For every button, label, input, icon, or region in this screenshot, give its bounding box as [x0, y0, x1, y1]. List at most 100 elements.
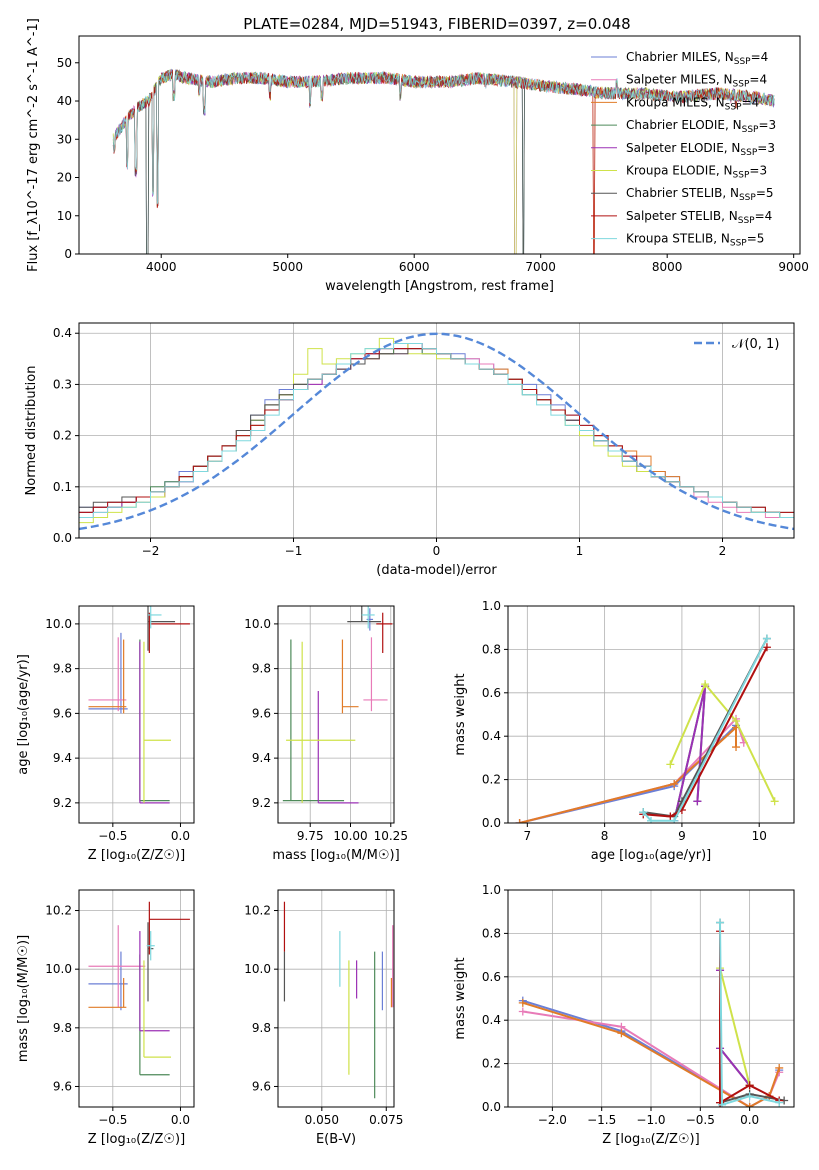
mass-vs-z-panel: −0.5 0.0 9.6 9.8 10.0 10.2 Z [log₁₀(Z/Z☉)] mass…: [16, 889, 195, 1147]
legend-entry: Salpeter ELODIE, NSSP=3: [626, 141, 775, 158]
normal-curve: [79, 332, 794, 531]
axes-border: [277, 605, 395, 824]
axes-frame: 7 8 9 10 0.0 0.2 0.4 0.6 0.8 1.0 age [log₁₀(age/yr…: [453, 599, 795, 863]
x-axis-label: E(B-V): [316, 1132, 356, 1147]
y-tick-label: 9.2: [252, 796, 271, 810]
x-tick-label: 0.0: [171, 1113, 190, 1127]
y-tick-label: 10.2: [244, 904, 271, 918]
x-axis-label: wavelength [Angstrom, rest frame]: [325, 279, 554, 294]
x-tick-label: 0.0: [740, 1113, 759, 1127]
y-tick-label: 0.0: [53, 531, 72, 545]
y-tick-label: 10.0: [244, 617, 271, 631]
x-axis-label: Z [log₁₀(Z/Z☉)]: [88, 848, 185, 863]
x-tick-label: 0.0: [171, 829, 190, 843]
legend-entry: Kroupa STELIB, NSSP=5: [626, 232, 764, 249]
x-tick-label: 2: [719, 544, 727, 558]
plot-area: [518, 918, 789, 1107]
plot-area: [88, 901, 190, 1076]
spectrum-line-chabrier-stelib: [112, 68, 775, 254]
mass-vs-ebv-panel: 0.050 0.075 9.6 9.8 10.0 10.2 E(B-V): [244, 889, 403, 1147]
weight-line-kroupa-stelib: [642, 638, 768, 822]
weight-line-kroupa-elodie: [719, 967, 751, 1086]
y-tick-label: 50: [57, 56, 72, 70]
weight-line-kroupa-stelib: [719, 922, 780, 1107]
x-tick-label: 9.75: [297, 829, 324, 843]
x-tick-label: −0.5: [98, 1113, 127, 1127]
legend-label: Kroupa STELIB, N: [626, 232, 730, 246]
y-tick-label: 0.0: [482, 816, 501, 830]
spectrum-line-kroupa-stelib: [112, 69, 775, 205]
legend-entry: Kroupa MILES, NSSP=4: [626, 95, 759, 112]
legend-value: =3: [758, 118, 776, 132]
y-tick-label: 0.2: [482, 773, 501, 787]
y-tick-label: 0.6: [482, 686, 501, 700]
legend-label: Salpeter MILES, N: [626, 73, 733, 87]
y-axis-label: Flux [f_λ10^-17 erg cm^-2 s^-1 A^-1]: [26, 18, 41, 272]
y-tick-label: 0: [64, 247, 72, 261]
axes-frame: 0.050 0.075 9.6 9.8 10.0 10.2 E(B-V): [244, 889, 403, 1147]
y-axis-label: Normed distribution: [24, 366, 39, 496]
x-axis-label: (data-model)/error: [376, 563, 497, 578]
y-tick-label: 30: [57, 132, 72, 146]
legend-value: =4: [751, 50, 769, 64]
x-tick-label: 8000: [652, 260, 683, 274]
y-tick-label: 1.0: [482, 599, 501, 613]
legend-entry: Chabrier STELIB, NSSP=5: [626, 186, 774, 203]
weight-line-salpeter-elodie: [673, 686, 707, 822]
x-tick-label: −2.0: [538, 1113, 567, 1127]
x-axis-label: Z [log₁₀(Z/Z☉)]: [88, 1132, 185, 1147]
plot-area: [282, 606, 393, 804]
mass-weight-vs-z-panel: −2.0 −1.5 −1.0 −0.5 0.0 0.0 0.2 0.4 0.6 0.8 1.0 Z […: [453, 883, 795, 1147]
y-tick-label: 10.0: [45, 617, 72, 631]
y-tick-label: 9.4: [252, 751, 271, 765]
x-tick-label: 6000: [399, 260, 430, 274]
data-point-marker: [732, 717, 741, 726]
x-tick-label: 9: [678, 829, 686, 843]
legend-value: =5: [747, 232, 765, 246]
y-tick-label: 0.4: [53, 326, 72, 340]
legend-value: =4: [749, 73, 767, 87]
weight-line-salpeter-miles: [519, 716, 745, 823]
data-point-marker: [745, 1103, 754, 1107]
data-point-marker: [518, 998, 527, 1007]
legend-value: =3: [757, 141, 775, 155]
y-tick-label: 9.4: [53, 751, 72, 765]
plot-area: [112, 68, 775, 254]
plot-area: [515, 634, 779, 823]
y-tick-label: 0.2: [53, 429, 72, 443]
x-tick-label: 9000: [778, 260, 809, 274]
x-axis-label: mass [log₁₀(M/M☉)]: [272, 848, 399, 863]
y-tick-label: 9.8: [53, 1021, 72, 1035]
x-tick-label: 5000: [272, 260, 303, 274]
spectrum-panel: 4000 5000 6000 7000 8000 9000 0 10 20 30 40 50 wavel…: [26, 18, 809, 294]
weight-line-kroupa-miles: [522, 1001, 781, 1107]
figure-title: PLATE=0284, MJD=51943, FIBERID=0397, z=0…: [243, 15, 630, 33]
x-tick-label: −1.0: [636, 1113, 665, 1127]
legend-label: Salpeter STELIB, N: [626, 209, 738, 223]
legend-label: Kroupa MILES, N: [626, 95, 725, 109]
y-tick-label: 0.4: [482, 729, 501, 743]
y-axis-label: age [log₁₀(age/yr)]: [16, 654, 31, 775]
data-point-marker: [515, 819, 524, 823]
legend-value: =5: [756, 186, 774, 200]
y-tick-label: 10.2: [45, 904, 72, 918]
x-tick-label: 0.050: [305, 1113, 339, 1127]
weight-line-salpeter-stelib: [719, 931, 780, 1105]
y-tick-label: 40: [57, 94, 72, 108]
x-tick-label: −0.5: [686, 1113, 715, 1127]
x-tick-label: −2: [142, 544, 160, 558]
x-tick-label: 0.075: [369, 1113, 403, 1127]
axes-border: [78, 889, 195, 1108]
y-tick-label: 0.0: [482, 1100, 501, 1114]
legend-entry: Kroupa ELODIE, NSSP=3: [626, 164, 767, 181]
age-vs-z-panel: −0.5 0.0 9.2 9.4 9.6 9.8 10.0 Z [log₁₀(Z/Z☉)] ag…: [16, 605, 195, 863]
legend-subscript: SSP: [730, 239, 747, 249]
y-tick-label: 10.0: [244, 962, 271, 976]
age-vs-mass-panel: 9.75 10.00 10.25 9.2 9.4 9.6 9.8 10.0 mass [log₁…: [244, 605, 408, 863]
x-tick-label: 8: [601, 829, 609, 843]
x-tick-label: −1: [285, 544, 303, 558]
data-point-marker: [775, 1063, 784, 1072]
axes-border: [78, 605, 195, 824]
x-tick-label: 10.00: [333, 829, 367, 843]
